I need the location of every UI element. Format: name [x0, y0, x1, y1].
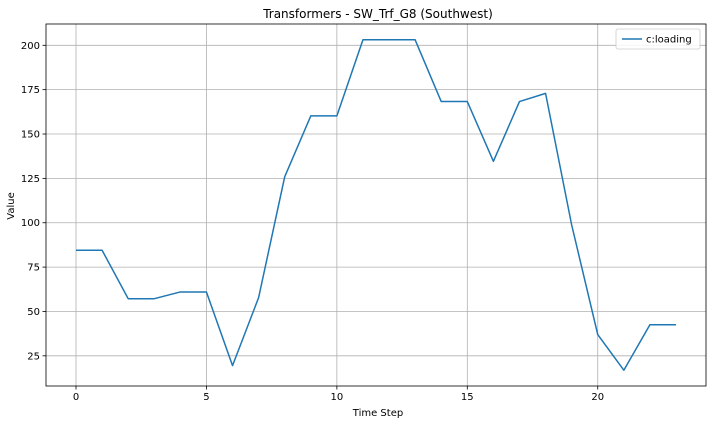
y-tick-label: 75 [27, 263, 40, 274]
series-line-0 [76, 39, 676, 371]
plot-area [45, 23, 707, 387]
y-tick-label: 25 [27, 351, 40, 362]
y-tick-label: 50 [27, 307, 40, 318]
x-tick-label: 20 [591, 392, 604, 403]
legend-box [615, 28, 701, 50]
x-axis-title: Time Step [352, 408, 403, 419]
series-layer [75, 39, 677, 371]
x-tick-label: 5 [203, 392, 209, 403]
legend: c:loading [615, 28, 701, 50]
legend-label: c:loading [646, 35, 692, 46]
y-axis-title: Value [6, 192, 17, 219]
y-tick-label: 150 [21, 130, 40, 141]
axis-ticks: 0 5 10 15 20 25 50 75 100 125 150 175 200 [21, 41, 604, 403]
grid [46, 24, 706, 386]
y-tick-label: 175 [21, 85, 40, 96]
chart-title: Transformers - SW_Trf_G8 (Southwest) [262, 7, 493, 21]
y-tick-label: 200 [21, 41, 40, 52]
x-tick-label: 15 [461, 392, 474, 403]
x-tick-label: 10 [331, 392, 344, 403]
y-tick-label: 125 [21, 174, 40, 185]
x-tick-label: 0 [73, 392, 79, 403]
y-tick-label: 100 [21, 218, 40, 229]
